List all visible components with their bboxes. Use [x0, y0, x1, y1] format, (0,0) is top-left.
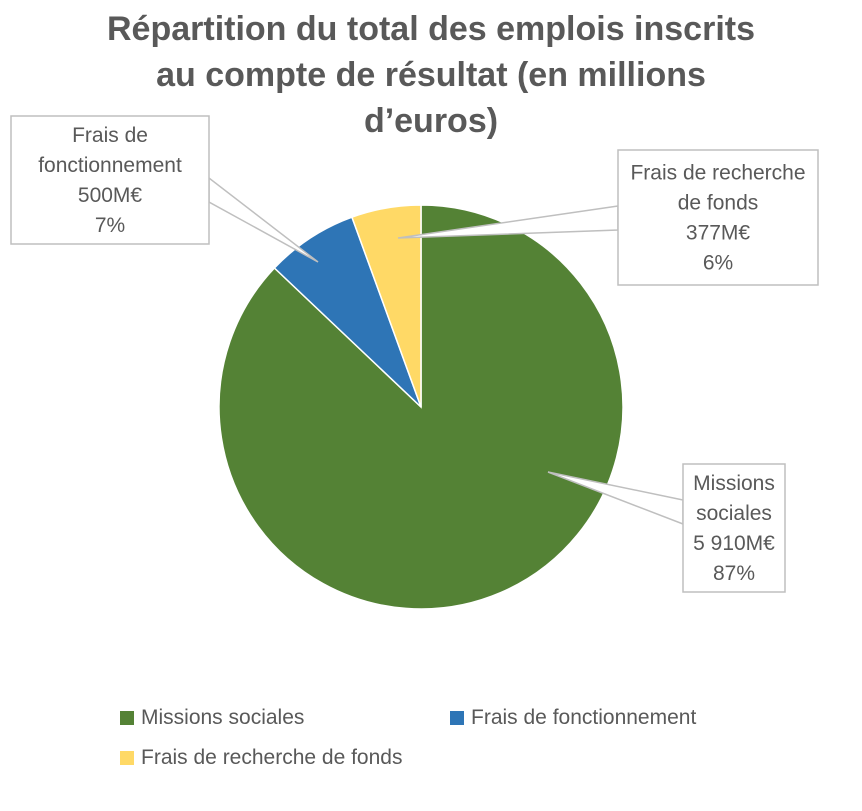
callout-missions-sociales: Missions sociales 5 910M€ 87%: [547, 463, 786, 593]
callout-text-frais-de-recherche-de-fonds-3: 6%: [703, 252, 733, 275]
callout-text-frais-de-fonctionnement-3: 7%: [95, 214, 125, 237]
callout-box-frais-de-fonctionnement: [10, 115, 210, 245]
legend-swatch-missions-sociales: [120, 711, 134, 725]
callout-text-frais-de-recherche-de-fonds-0: Frais de recherche: [630, 162, 805, 185]
callout-text-missions-sociales-0: Missions: [693, 472, 775, 495]
callout-text-missions-sociales-3: 87%: [713, 562, 755, 585]
callout-frais-de-recherche-de-fonds: Frais de recherche de fonds 377M€ 6%: [397, 149, 819, 286]
legend-label-frais-de-recherche-de-fonds: Frais de recherche de fonds: [141, 746, 403, 769]
pie-slice-frais-de-recherche-de-fonds: [350, 204, 422, 408]
legend-swatch-frais-de-recherche-de-fonds: [120, 751, 134, 765]
legend-item-missions-sociales: Missions sociales: [120, 706, 304, 730]
legend-item-frais-de-recherche-de-fonds: Frais de recherche de fonds: [120, 746, 402, 770]
callout-leader-frais-de-fonctionnement: [208, 176, 319, 263]
callout-text-missions-sociales-1: sociales: [696, 502, 772, 525]
callout-text-frais-de-fonctionnement-0: Frais de: [72, 124, 148, 147]
chart-title-line-1: Répartition du total des emplois inscrit…: [107, 10, 755, 48]
chart-title-line-2: au compte de résultat (en millions: [156, 56, 706, 94]
legend-swatch-frais-de-fonctionnement: [450, 711, 464, 725]
callout-text-frais-de-recherche-de-fonds-2: 377M€: [686, 222, 751, 245]
chart-title-line-3: d’euros): [363, 102, 499, 140]
legend: Missions sociales Frais de fonctionnemen…: [120, 706, 820, 786]
callout-text-missions-sociales-2: 5 910M€: [693, 532, 775, 555]
data-callouts: Missions sociales 5 910M€ 87% Frais de foncti…: [10, 115, 819, 593]
legend-item-frais-de-fonctionnement: Frais de fonctionnement: [450, 706, 696, 730]
pie-slices: [218, 204, 624, 610]
chart-title: Répartition du total des emplois inscrit…: [60, 6, 802, 144]
legend-label-frais-de-fonctionnement: Frais de fonctionnement: [471, 706, 697, 729]
callout-text-frais-de-recherche-de-fonds-1: de fonds: [678, 192, 759, 215]
callout-box-frais-de-recherche-de-fonds: [617, 149, 819, 286]
legend-label-missions-sociales: Missions sociales: [141, 706, 305, 729]
callout-frais-de-fonctionnement: Frais de fonctionnement 500M€ 7%: [10, 115, 319, 263]
callout-text-frais-de-fonctionnement-2: 500M€: [78, 184, 143, 207]
callout-box-missions-sociales: [682, 463, 786, 593]
callout-text-frais-de-fonctionnement-1: fonctionnement: [38, 154, 182, 177]
